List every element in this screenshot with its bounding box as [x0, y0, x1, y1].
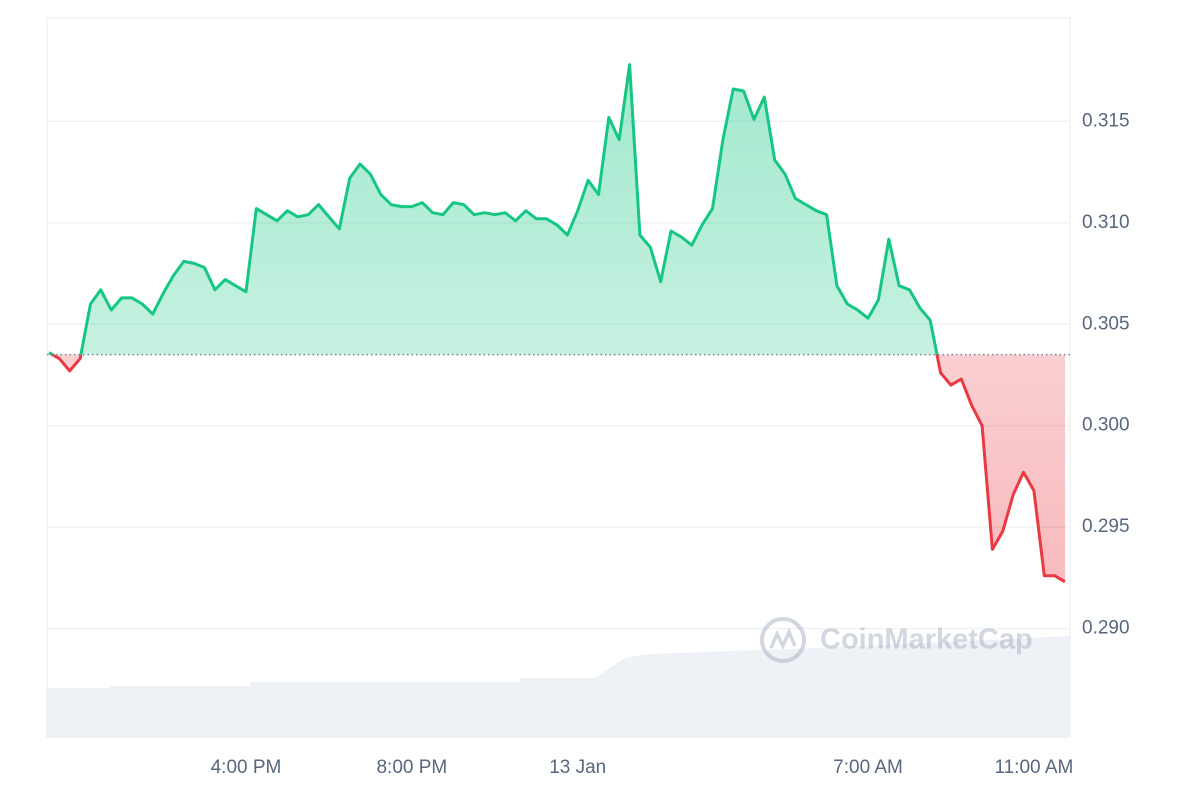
- area-down: [52, 354, 1065, 582]
- x-tick-label: 11:00 AM: [994, 757, 1073, 778]
- x-tick-label: 8:00 PM: [376, 757, 447, 778]
- grid: [47, 120, 1070, 630]
- y-tick-label: 0.315: [1082, 110, 1130, 131]
- watermark: CoinMarketCap: [760, 617, 1033, 663]
- watermark-text: CoinMarketCap: [820, 624, 1033, 656]
- x-tick-label: 7:00 AM: [833, 757, 903, 778]
- y-tick-label: 0.305: [1082, 313, 1130, 334]
- y-tick-label: 0.310: [1082, 212, 1130, 233]
- volume-background: [47, 636, 1070, 738]
- y-tick-label: 0.295: [1082, 516, 1130, 537]
- price-line-up: [48, 63, 939, 355]
- y-tick-label: 0.300: [1082, 415, 1130, 436]
- series: [47, 63, 1070, 584]
- x-tick-label: 4:00 PM: [211, 757, 282, 778]
- watermark-logo: [760, 617, 806, 663]
- axis-labels: 0.290 0.295 0.300 0.305 0.310 0.315 4:00 PM 8:0…: [211, 110, 1130, 778]
- watermark-logo: [769, 627, 797, 651]
- y-tick-label: 0.290: [1082, 617, 1130, 638]
- area-up: [49, 64, 1065, 355]
- x-tick-label: 13 Jan: [549, 757, 606, 778]
